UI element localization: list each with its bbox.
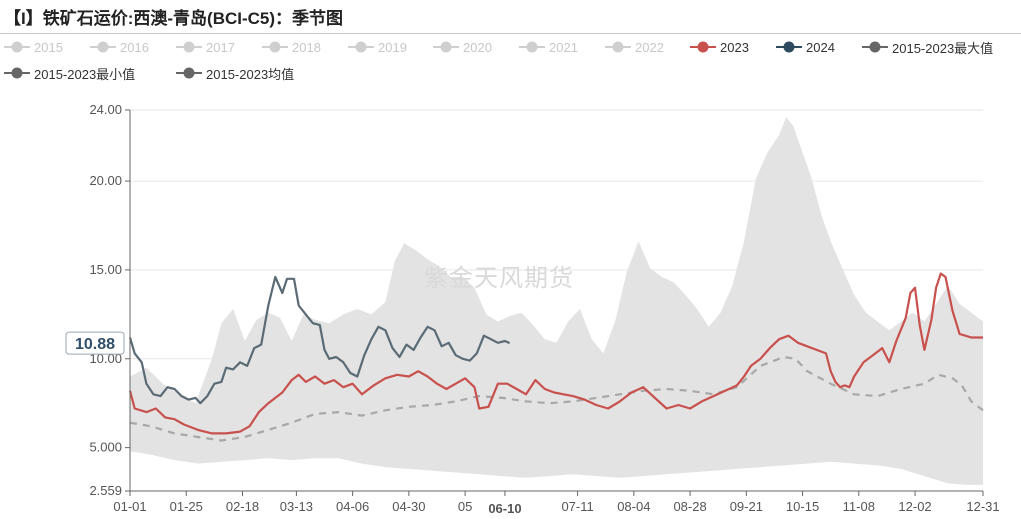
legend-marker-icon (4, 41, 30, 53)
legend-item-2023[interactable]: 2023 (690, 36, 749, 58)
legend-item-2018[interactable]: 2018 (262, 36, 321, 58)
x-tick-label: 04-30 (392, 499, 425, 514)
legend-label: 2024 (806, 39, 835, 55)
legend-item-2015-2023均值[interactable]: 2015-2023均值 (176, 62, 294, 84)
x-tick-label: 04-06 (336, 499, 369, 514)
legend-marker-icon (605, 41, 631, 53)
legend-label: 2015 (34, 39, 63, 55)
legend-label: 2023 (720, 39, 749, 55)
max-min-band (130, 117, 983, 485)
legend-marker-icon (433, 41, 459, 53)
series-line-2015-2023均值 (129, 355, 984, 442)
legend-item-2024[interactable]: 2024 (776, 36, 835, 58)
y-tick-label: 24.00 (89, 102, 122, 117)
chart-title: 【I】铁矿石运价:西澳-青岛(BCI-C5)：季节图 (4, 9, 344, 28)
legend-label: 2017 (206, 39, 235, 55)
title-divider (0, 33, 1021, 34)
legend-item-2015[interactable]: 2015 (4, 36, 63, 58)
x-tick-label: 06-10 (488, 501, 521, 516)
chart-legend: 2015 2016 2017 2018 2019 2020 2021 2022 2023 2024… (0, 36, 1021, 88)
legend-label: 2016 (120, 39, 149, 55)
x-tick-label: 03-13 (280, 499, 313, 514)
x-tick-label: 05 (458, 499, 472, 514)
legend-label: 2019 (378, 39, 407, 55)
legend-label: 2020 (463, 39, 492, 55)
legend-item-2016[interactable]: 2016 (90, 36, 149, 58)
y-tick-label: 5.000 (89, 440, 122, 455)
x-tick-label: 11-08 (843, 499, 875, 514)
series-line-2023 (128, 272, 983, 435)
legend-item-2015-2023最小值[interactable]: 2015-2023最小值 (4, 62, 135, 84)
y-tick-label: 20.00 (89, 173, 122, 188)
x-tick-label: 09-21 (730, 499, 763, 514)
x-tick-label: 08-04 (617, 499, 650, 514)
legend-label: 2015-2023最小值 (34, 66, 136, 82)
legend-marker-icon (176, 41, 202, 53)
watermark: 紫金天风期货 (424, 265, 574, 292)
x-tick-label: 01-01 (113, 499, 146, 514)
legend-marker-icon (90, 41, 116, 53)
x-tick-label: 01-25 (170, 499, 203, 514)
legend-marker-icon (262, 41, 288, 53)
legend-item-2017[interactable]: 2017 (176, 36, 235, 58)
series-line-2024 (128, 275, 511, 405)
y-tick-label: 2.559 (89, 483, 122, 498)
legend-label: 2022 (635, 39, 664, 55)
legend-marker-icon (176, 67, 202, 79)
legend-marker-icon (348, 41, 374, 53)
legend-marker-icon (862, 41, 888, 53)
legend-marker-icon (690, 41, 716, 53)
current-value-label: 10.88 (75, 336, 115, 353)
x-tick-label: 07-11 (561, 499, 593, 514)
x-tick-label: 12-31 (966, 499, 999, 514)
legend-item-2015-2023最大值[interactable]: 2015-2023最大值 (862, 36, 993, 58)
legend-item-2020[interactable]: 2020 (433, 36, 492, 58)
legend-item-2019[interactable]: 2019 (348, 36, 407, 58)
legend-label: 2018 (292, 39, 321, 55)
legend-label: 2015-2023均值 (206, 66, 295, 82)
x-tick-label: 10-15 (786, 499, 819, 514)
current-value-box (65, 331, 125, 355)
legend-label: 2015-2023最大值 (892, 40, 994, 56)
x-tick-label: 12-02 (898, 499, 931, 514)
legend-item-2022[interactable]: 2022 (605, 36, 664, 58)
y-tick-label: 15.00 (89, 262, 122, 277)
legend-marker-icon (519, 41, 545, 53)
legend-marker-icon (776, 41, 802, 53)
legend-label: 2021 (549, 39, 578, 55)
legend-marker-icon (4, 67, 30, 79)
legend-item-2021[interactable]: 2021 (519, 36, 578, 58)
x-tick-label: 02-18 (226, 499, 259, 514)
x-tick-label: 08-28 (673, 499, 706, 514)
